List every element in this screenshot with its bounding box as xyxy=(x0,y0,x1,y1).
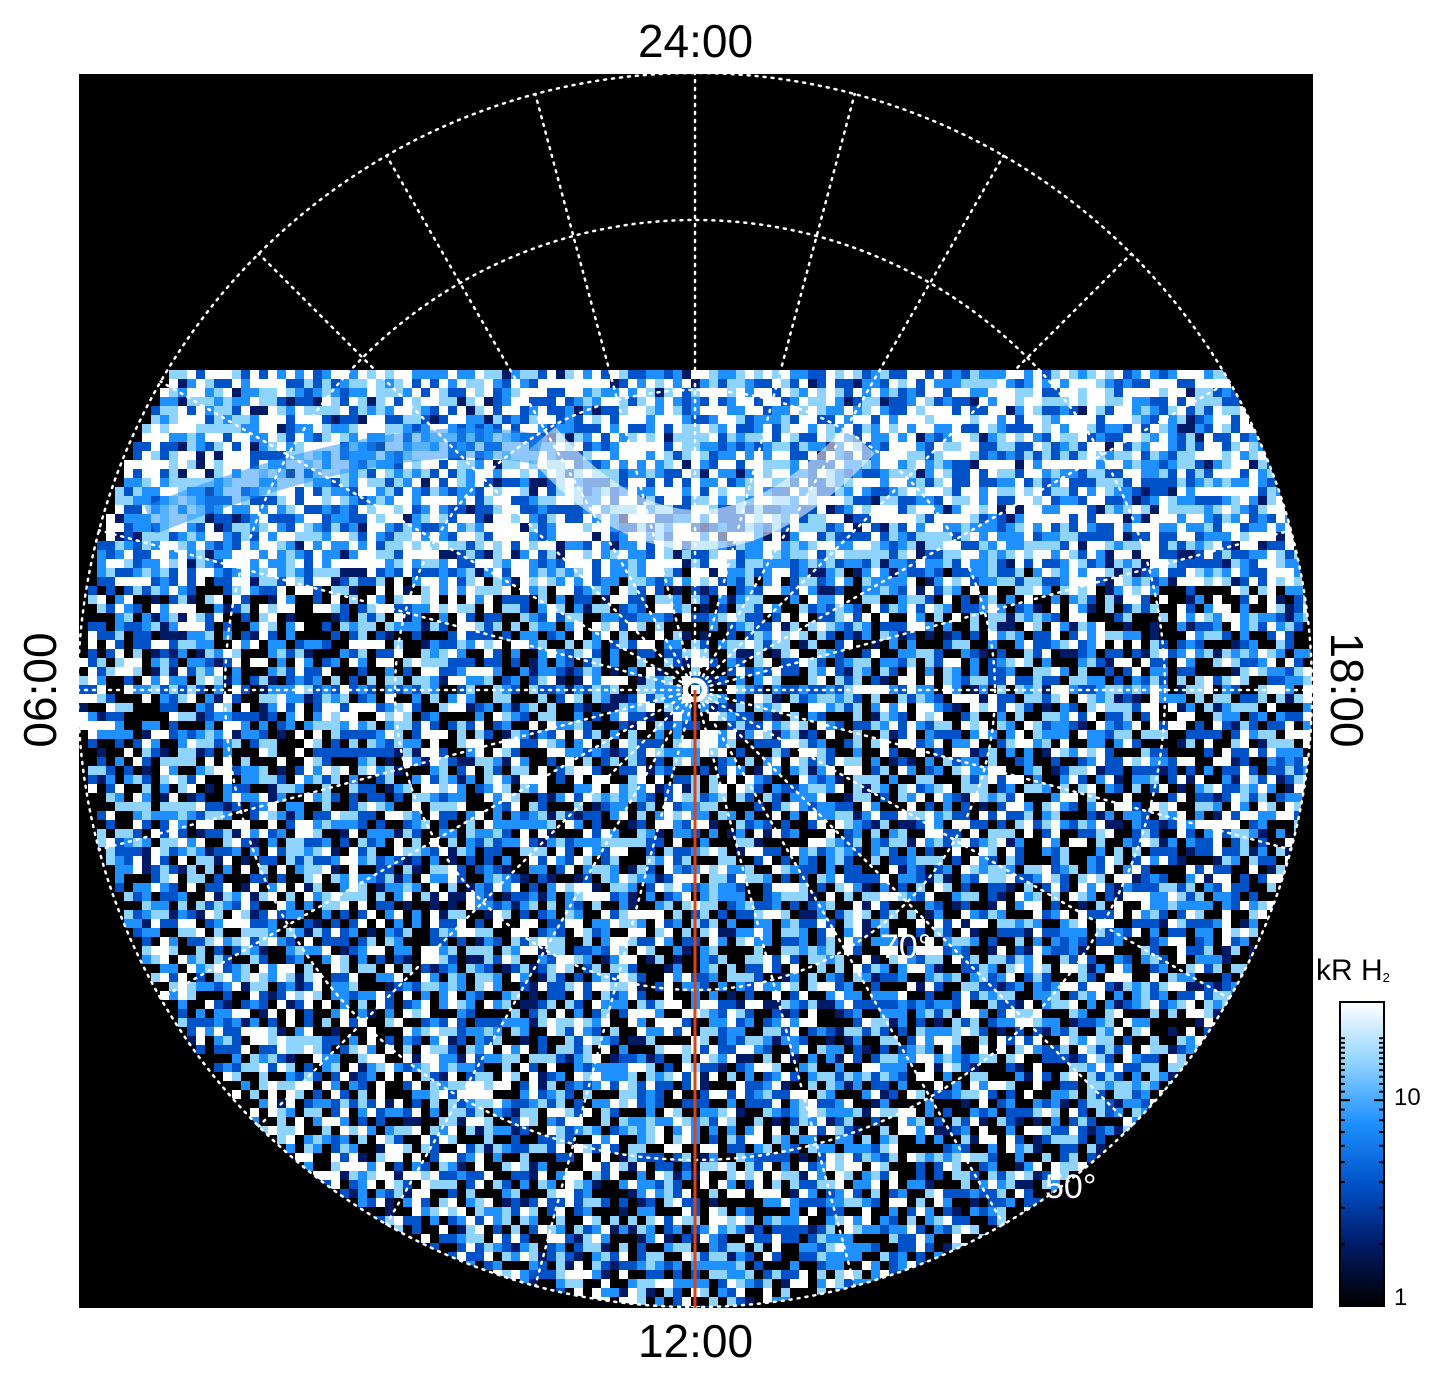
meridian-line xyxy=(534,688,697,1288)
meridian-line xyxy=(97,529,697,692)
meridian-line xyxy=(693,529,1293,692)
local-time-label-dusk: 18:00 xyxy=(1321,632,1373,748)
meridian-line xyxy=(693,688,1293,851)
meridian-line xyxy=(693,688,1133,1128)
colorbar-title: kR H2 xyxy=(1316,954,1390,987)
colorbar-tick-label: 10 xyxy=(1394,1084,1421,1111)
meridian-line xyxy=(385,688,697,1226)
local-time-label-noon: 12:00 xyxy=(637,1315,754,1367)
meridian-line xyxy=(693,688,1005,1226)
auroral-emission-map xyxy=(79,370,1312,1307)
latitude-label-inner: 70° xyxy=(880,928,931,966)
meridian-line xyxy=(693,252,1133,692)
local-time-label-midnight: 24:00 xyxy=(637,15,754,67)
meridian-line xyxy=(159,380,697,692)
meridian-line xyxy=(693,380,1231,692)
local-time-label-dawn: 06:00 xyxy=(14,632,66,748)
meridian-line xyxy=(385,154,697,692)
meridian-line xyxy=(159,688,697,1000)
meridian-line xyxy=(257,252,697,692)
meridian-line xyxy=(693,688,856,1288)
latitude-label-outer: 50° xyxy=(1045,1168,1096,1206)
meridian-line xyxy=(693,154,1005,692)
meridian-line xyxy=(693,92,856,692)
meridian-line xyxy=(693,688,1231,1000)
meridian-line xyxy=(257,688,697,1128)
colorbar-ticks xyxy=(1340,1001,1384,1307)
colorbar-tick-label: 1 xyxy=(1394,1284,1408,1311)
meridian-line xyxy=(97,688,697,851)
meridian-line xyxy=(534,92,697,692)
colorbar xyxy=(1339,1001,1385,1307)
